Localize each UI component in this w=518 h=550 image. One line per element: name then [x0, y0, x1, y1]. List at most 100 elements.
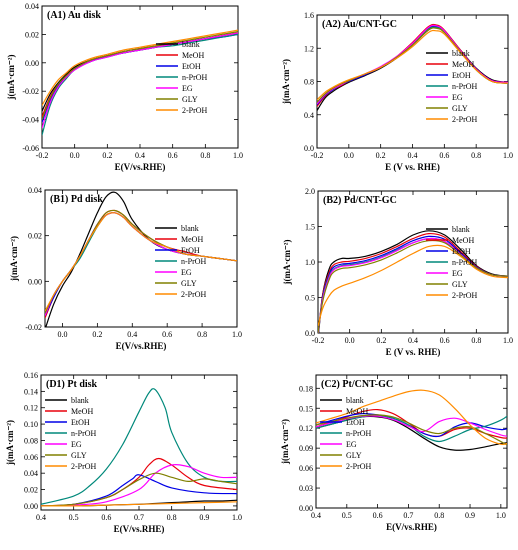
- series-line-2-proh: [317, 29, 508, 101]
- series-line-etoh: [41, 474, 237, 507]
- x-tick-label: 0.9: [199, 513, 209, 522]
- legend-label: blank: [452, 225, 470, 234]
- y-axis-label: j(mA·cm⁻²): [280, 419, 290, 465]
- series-group: [318, 230, 508, 333]
- y-tick-label: 0.14: [24, 387, 38, 396]
- legend-label: n-PrOH: [452, 82, 478, 91]
- plot-frame: [44, 189, 238, 328]
- legend-label: EtOH: [346, 418, 365, 427]
- panel-b2: -0.2 0.0 0.2 0.4 0.6 0.8 1.00.00.51.01.52.0E (…: [282, 187, 513, 357]
- y-tick-label: -0.02: [25, 323, 42, 332]
- panel-a2: -0.2 0.0 0.2 0.4 0.6 0.8 1.00.00.40.81.21.6E (…: [281, 11, 513, 172]
- y-tick-label: 1.6: [304, 11, 314, 20]
- panel-a1: -0.2 0.0 0.2 0.4 0.6 0.8 1.0 -0.06 -0.04 -0.02 0.0…: [6, 2, 243, 172]
- y-tick-label: 0.04: [24, 469, 38, 478]
- x-tick-label: 1.0: [232, 513, 242, 522]
- y-axis-label: j(mA·cm⁻²): [9, 236, 19, 282]
- series-line-meoh: [317, 23, 508, 107]
- y-tick-label: 0.16: [24, 371, 38, 380]
- y-tick-label: -0.02: [22, 87, 39, 96]
- series-line-gly: [316, 414, 507, 446]
- legend-label: 2-PrOH: [346, 462, 372, 471]
- y-tick-label: 1.5: [305, 223, 315, 232]
- legend-label: 2-PrOH: [182, 106, 208, 115]
- y-tick-label: 0.02: [28, 232, 42, 241]
- y-tick-label: 0.0: [304, 144, 314, 153]
- legend-label: EG: [452, 269, 463, 278]
- x-axis-label: E (V vs. RHE): [385, 162, 440, 172]
- x-tick-label: 0.6: [162, 330, 172, 339]
- legend-label: n-PrOH: [452, 258, 478, 267]
- y-tick-label: 0.09: [299, 444, 313, 453]
- x-tick-label: -0.2: [36, 151, 49, 160]
- y-tick-label: 0.18: [299, 384, 313, 393]
- panel-title: (D1) Pt disk: [46, 379, 98, 390]
- series-line-2-proh: [42, 29, 238, 106]
- legend: blank MeOH EtOH n-PrOH EG GLY 2-PrOH: [426, 225, 478, 300]
- legend-label: MeOH: [452, 60, 474, 69]
- series-line-gly: [41, 472, 237, 507]
- legend-label: n-PrOH: [181, 257, 207, 266]
- x-axis-label: E (V vs. RHE): [386, 347, 441, 357]
- x-tick-label: 0.2: [92, 330, 102, 339]
- series-group: [45, 191, 237, 327]
- x-tick-label: 0.0: [70, 151, 80, 160]
- series-group: [317, 23, 508, 111]
- y-tick-label: 0.04: [28, 186, 42, 195]
- legend-label: GLY: [452, 280, 468, 289]
- panel-c2: 0.4 0.5 0.6 0.7 0.8 0.9 1.0 0.00 0.03 0.06 0.09 0.1…: [280, 374, 508, 532]
- y-tick-label: 0.5: [305, 294, 315, 303]
- y-axis-label: j(mA·cm⁻²): [5, 420, 15, 466]
- y-tick-label: 0.06: [24, 453, 38, 462]
- x-tick-label: 0.4: [36, 513, 46, 522]
- y-axis-label: j(mA·cm⁻²): [281, 59, 291, 105]
- legend-label: EtOH: [182, 62, 201, 71]
- panel-b1: 0.0 0.2 0.4 0.6 0.8 1.0 -0.02 0.00 0.02 0.04 E(V/v…: [9, 186, 242, 351]
- y-tick-label: 0.12: [24, 404, 38, 413]
- x-tick-label: 0.0: [345, 336, 355, 345]
- x-tick-label: 1.0: [232, 330, 242, 339]
- y-tick-label: 0.08: [24, 436, 38, 445]
- y-tick-label: -0.04: [22, 116, 39, 125]
- legend-label: MeOH: [182, 51, 204, 60]
- x-tick-label: 0.5: [69, 513, 79, 522]
- x-tick-label: 1.0: [503, 151, 513, 160]
- x-tick-label: -0.2: [311, 151, 324, 160]
- x-tick-label: 0.8: [471, 151, 481, 160]
- series-line-n-proh: [317, 26, 508, 104]
- legend: blank MeOH EtOH n-PrOH EG GLY 2-PrOH: [426, 49, 478, 124]
- y-tick-label: 0.12: [299, 424, 313, 433]
- x-tick-label: 0.8: [167, 513, 177, 522]
- x-axis-label: E(V/vs.RHE): [115, 162, 166, 172]
- legend-label: EG: [71, 440, 82, 449]
- y-tick-label: 0.4: [304, 111, 314, 120]
- series-line-meoh: [318, 232, 508, 333]
- x-tick-label: 0.4: [127, 330, 137, 339]
- y-tick-label: 0.0: [305, 329, 315, 338]
- x-axis-label: E(V/vs.RHE): [114, 524, 165, 534]
- x-tick-label: 0.4: [311, 511, 321, 520]
- legend-label: blank: [346, 396, 364, 405]
- series-line-2-proh: [41, 501, 237, 507]
- series-line-gly: [318, 239, 508, 333]
- y-tick-label: 0.00: [28, 277, 42, 286]
- y-tick-label: 0.02: [24, 486, 38, 495]
- x-axis-label: E(V/vs.RHE): [386, 522, 437, 532]
- x-tick-label: 0.8: [471, 336, 481, 345]
- legend-label: blank: [181, 224, 199, 233]
- x-tick-label: 0.4: [135, 151, 145, 160]
- panel-d1: 0.4 0.5 0.6 0.7 0.8 0.9 1.0 0.00 0.02 0.04 0.06 0.0…: [5, 371, 242, 534]
- x-tick-label: 0.2: [376, 336, 386, 345]
- legend-label: n-PrOH: [346, 429, 372, 438]
- panel-title: (A1) Au disk: [47, 10, 101, 21]
- y-tick-label: 1.2: [304, 44, 314, 53]
- y-tick-label: 1.0: [305, 258, 315, 267]
- legend: blank MeOH EtOH n-PrOH EG GLY 2-PrOH: [320, 396, 372, 471]
- x-tick-label: 0.4: [408, 336, 418, 345]
- legend-label: blank: [452, 49, 470, 58]
- panel-title: (B1) Pd disk: [50, 194, 103, 205]
- y-tick-label: 0.00: [25, 59, 39, 68]
- legend-label: blank: [182, 40, 200, 49]
- legend-label: 2-PrOH: [452, 115, 478, 124]
